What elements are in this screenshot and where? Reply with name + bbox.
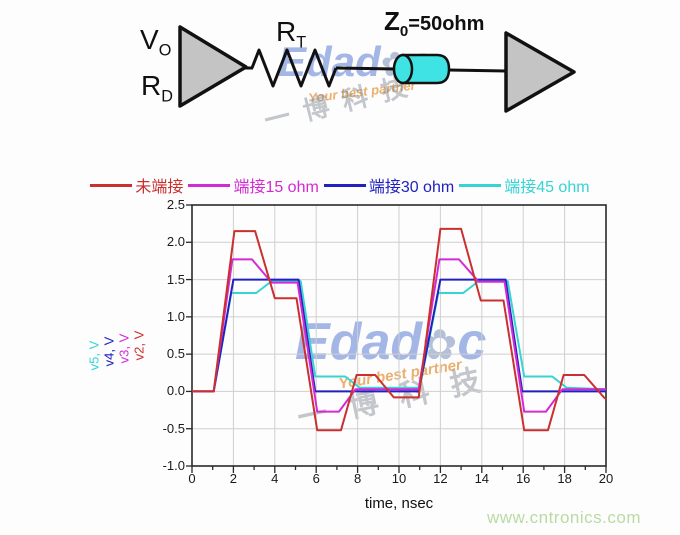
legend-line-swatch bbox=[459, 183, 502, 187]
circuit-schematic bbox=[178, 25, 576, 113]
series-resistor-label: RT bbox=[276, 16, 307, 52]
transmission-line-icon bbox=[401, 53, 451, 85]
waveform-v2 bbox=[192, 227, 607, 432]
legend-label: 端接15 ohm bbox=[233, 179, 319, 196]
legend-line-swatch bbox=[90, 183, 133, 187]
x-tick-label: 14 bbox=[474, 471, 490, 486]
y-tick-label: -1.0 bbox=[162, 458, 185, 473]
driver-resistance-label: RD bbox=[141, 70, 173, 106]
driver-buffer-icon bbox=[178, 25, 248, 108]
x-tick-label: 18 bbox=[557, 471, 572, 486]
legend-label: 未端接 bbox=[135, 179, 184, 196]
legend-item: 端接45 ohm bbox=[459, 173, 590, 197]
y-tick-label: 2.0 bbox=[166, 234, 185, 250]
legend-line-swatch bbox=[188, 183, 231, 187]
x-tick-label: 16 bbox=[515, 471, 531, 486]
legend-item: 端接15 ohm bbox=[188, 173, 319, 197]
legend-label: 端接45 ohm bbox=[504, 179, 590, 196]
site-url[interactable]: www.cntronics.com bbox=[487, 508, 641, 527]
wire bbox=[335, 66, 397, 71]
x-tick-label: 8 bbox=[353, 471, 362, 486]
x-tick-label: 20 bbox=[598, 471, 614, 486]
wire bbox=[448, 68, 507, 73]
y-axis-label-v5: v5, V bbox=[86, 340, 102, 371]
y-tick-label: -0.5 bbox=[162, 420, 185, 436]
y-axis-label-v2: v2, V bbox=[131, 330, 147, 361]
legend-item: 未端接 bbox=[90, 173, 183, 197]
y-tick-label: 0.5 bbox=[166, 346, 185, 362]
x-tick-label: 4 bbox=[271, 471, 279, 486]
y-tick-label: 1.0 bbox=[166, 308, 185, 324]
y-tick-label: 0.0 bbox=[166, 383, 185, 399]
tline-impedance-label: Z0=50ohm bbox=[384, 6, 485, 41]
receiver-buffer-icon bbox=[504, 31, 576, 113]
x-tick-label: 2 bbox=[229, 471, 237, 486]
y-axis-label-v4: v4, V bbox=[101, 336, 117, 367]
transmission-line-end-icon bbox=[392, 53, 414, 85]
legend-item: 端接30 ohm bbox=[323, 173, 455, 197]
x-tick-label: 6 bbox=[312, 471, 320, 486]
x-axis-title: time, nsec bbox=[364, 495, 434, 512]
y-tick-label: 1.5 bbox=[166, 271, 185, 287]
x-tick-label: 12 bbox=[433, 471, 448, 486]
waveform-v5 bbox=[192, 280, 607, 393]
legend-label: 端接30 ohm bbox=[368, 179, 455, 196]
chart-legend: 未端接 端接15 ohm 端接30 ohm 端接45 ohm bbox=[0, 173, 680, 197]
resistor-icon bbox=[250, 48, 338, 88]
y-axis-label-v3: v3, V bbox=[116, 333, 132, 364]
driver-voltage-label: VO bbox=[140, 24, 172, 60]
y-tick-label: 2.5 bbox=[166, 197, 185, 212]
legend-line-swatch bbox=[323, 183, 366, 187]
x-tick-label: 0 bbox=[188, 471, 196, 486]
waveform-v4 bbox=[192, 278, 606, 393]
x-tick-label: 10 bbox=[391, 471, 407, 486]
